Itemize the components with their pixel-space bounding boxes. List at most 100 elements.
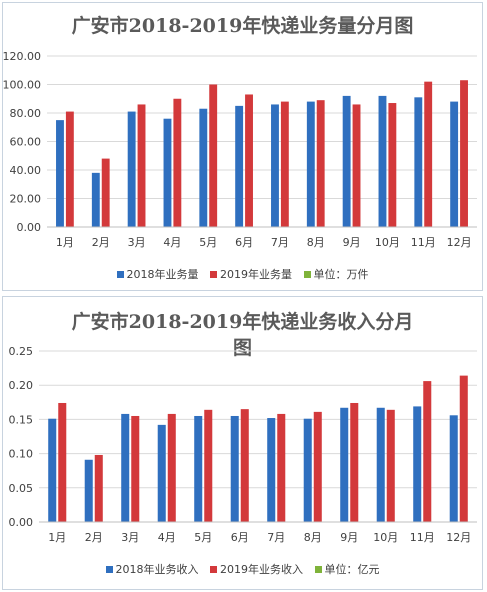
bar-2019 <box>316 100 325 227</box>
x-tick-label: 8月 <box>304 531 322 544</box>
legend-label-unit: 单位：万件 <box>313 268 369 281</box>
legend-label-2019: 2019年业务收入 <box>220 563 303 576</box>
bar-2018 <box>449 415 458 522</box>
bar-2018 <box>157 424 166 522</box>
bar-2019 <box>350 402 359 522</box>
x-tick-label: 11月 <box>410 531 435 544</box>
bar-2019 <box>101 158 110 227</box>
bar-2019 <box>352 104 361 227</box>
bar-2019 <box>94 454 103 522</box>
bar-2018 <box>91 172 100 227</box>
x-tick-label: 12月 <box>447 236 472 249</box>
bar-2019 <box>245 94 253 227</box>
x-tick-label: 6月 <box>231 531 249 544</box>
chart-title: 广安市2018-2019年快递业务量分月图 <box>71 15 414 37</box>
bar-2018 <box>48 418 57 522</box>
bar-2019 <box>173 98 182 227</box>
bar-2019 <box>209 84 218 227</box>
y-tick-label: 0.25 <box>9 345 34 358</box>
bar-2018 <box>271 104 279 227</box>
x-tick-label: 5月 <box>199 236 217 249</box>
y-tick-label: 0.00 <box>17 221 42 234</box>
y-tick-label: 0.15 <box>9 413 34 426</box>
legend: 2018年业务量 2019年业务量 单位：万件 <box>3 266 482 282</box>
x-tick-label: 8月 <box>307 236 325 249</box>
bar-2018 <box>413 406 422 522</box>
bar-2018 <box>414 97 423 227</box>
legend-label-2018: 2018年业务收入 <box>115 563 199 576</box>
bar-2019 <box>423 381 432 522</box>
bar-2019 <box>240 409 249 522</box>
x-tick-label: 2月 <box>85 531 103 544</box>
bar-2018 <box>378 95 387 228</box>
bar-2018 <box>194 415 203 522</box>
bar-2018 <box>303 418 312 522</box>
bar-2018 <box>450 101 459 227</box>
bar-2018 <box>235 105 244 227</box>
legend-swatch-unit <box>314 566 322 573</box>
x-tick-label: 10月 <box>375 236 400 249</box>
chart-title: 广安市2018-2019年快递业务收入分月图 <box>71 311 414 359</box>
legend-label-unit: 单位：亿元 <box>324 563 380 576</box>
legend-swatch-2019 <box>210 271 217 278</box>
bar-2019 <box>65 111 74 227</box>
bar-2019 <box>280 101 289 227</box>
x-tick-label: 5月 <box>194 531 212 544</box>
bar-2018 <box>127 111 136 227</box>
legend-swatch-2018 <box>105 566 113 573</box>
bar-2019 <box>58 402 67 522</box>
legend-item-unit: 单位：亿元 <box>314 561 380 577</box>
bar-2018 <box>376 407 385 522</box>
y-tick-label: 0.10 <box>9 448 34 461</box>
y-tick-label: 60.00 <box>10 136 42 149</box>
legend-label-2019: 2019年业务量 <box>220 268 292 281</box>
y-tick-label: 80.00 <box>10 107 42 120</box>
y-tick-label: 0.20 <box>9 379 34 392</box>
bar-2018 <box>199 108 208 227</box>
y-tick-label: 20.00 <box>10 193 42 206</box>
chart-panel-revenue: 广安市2018-2019年快递业务收入分月图 0.00 0.05 0.10 0.15 0… <box>2 296 483 590</box>
x-tick-label: 9月 <box>340 531 358 544</box>
y-tick-label: 40.00 <box>10 164 42 177</box>
legend-swatch-2018 <box>116 271 124 278</box>
legend-item-2018: 2018年业务量 <box>116 266 199 282</box>
bar-2019 <box>204 409 213 522</box>
bar-2019 <box>459 375 468 522</box>
y-tick-label: 0.00 <box>9 516 34 529</box>
chart-panel-volume: 广安市2018-2019年快递业务量分月图 0.00 20.00 40.00 60.0… <box>2 2 483 291</box>
x-tick-label: 3月 <box>121 531 139 544</box>
x-tick-label: 2月 <box>92 236 110 249</box>
x-tick-label: 9月 <box>343 236 361 249</box>
x-tick-label: 4月 <box>158 531 176 544</box>
legend-item-unit: 单位：万件 <box>303 266 369 282</box>
legend-label-2018: 2018年业务量 <box>126 268 199 281</box>
bar-2018 <box>56 120 64 227</box>
x-tick-label: 1月 <box>56 236 74 249</box>
bar-2019 <box>424 81 433 228</box>
bar-2019 <box>460 80 468 227</box>
legend-item-2019: 2019年业务量 <box>210 266 292 282</box>
x-tick-label: 12月 <box>446 531 471 544</box>
bar-2018 <box>342 95 351 228</box>
legend-swatch-unit <box>303 271 311 278</box>
y-tick-label: 0.05 <box>9 482 34 495</box>
x-tick-label: 3月 <box>128 236 146 249</box>
bar-2018 <box>267 418 276 522</box>
x-tick-label: 7月 <box>271 236 289 249</box>
bar-2019 <box>167 413 176 522</box>
x-tick-label: 4月 <box>163 236 181 249</box>
bar-2019 <box>313 411 322 522</box>
x-tick-label: 10月 <box>373 531 398 544</box>
legend-item-2019: 2019年业务收入 <box>210 561 303 577</box>
x-tick-label: 11月 <box>411 236 436 249</box>
bar-2018 <box>121 413 130 522</box>
x-tick-label: 6月 <box>235 236 253 249</box>
legend-swatch-2019 <box>210 566 217 573</box>
bar-2019 <box>388 103 397 227</box>
volume-bar-chart: 0.00 20.00 40.00 60.00 80.00 100.00 120.00 1月 2月… <box>3 50 477 249</box>
bar-2018 <box>306 101 315 227</box>
legend: 2018年业务收入 2019年业务收入 单位：亿元 <box>3 561 482 577</box>
bar-2018 <box>84 459 93 522</box>
x-tick-label: 7月 <box>267 531 285 544</box>
x-tick-label: 1月 <box>48 531 66 544</box>
